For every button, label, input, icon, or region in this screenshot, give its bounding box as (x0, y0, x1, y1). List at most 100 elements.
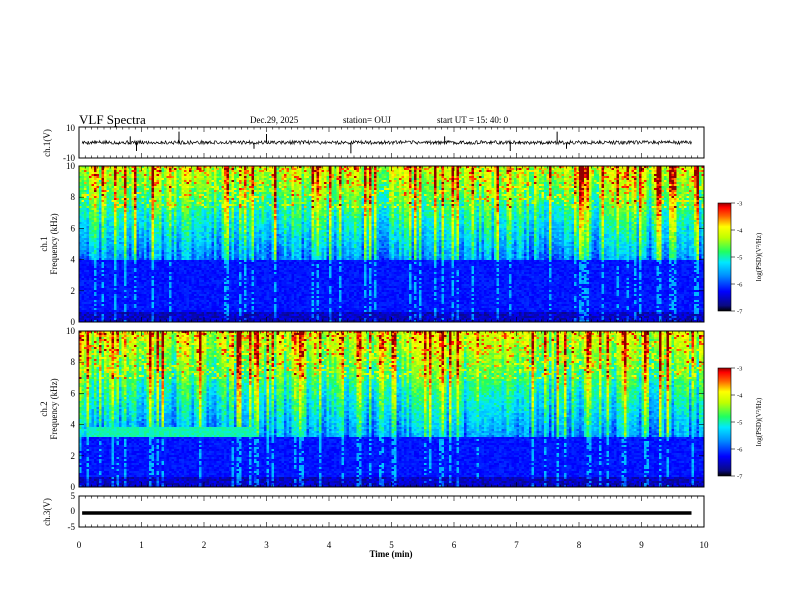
spectrogram-cell (149, 240, 152, 243)
spectrogram-cell (236, 256, 240, 259)
spectrogram-cell (159, 174, 162, 177)
spectrogram-cell (166, 226, 170, 229)
spectrogram-cell (191, 196, 195, 199)
spectrogram-cell (161, 186, 165, 189)
spectrogram-cell (144, 222, 147, 225)
spectrogram-cell (216, 282, 220, 285)
spectrogram-cell (191, 220, 195, 223)
spectrogram-cell (191, 166, 195, 169)
spectrogram-cell (114, 190, 117, 193)
spectrogram-cell (171, 236, 175, 239)
spectrogram-cell (214, 172, 217, 175)
spectrogram-cell (124, 196, 127, 199)
spectrogram-cell (196, 198, 200, 201)
spectrogram-cell (89, 236, 92, 239)
spectrogram-cell (89, 294, 92, 297)
spectrogram-cell (156, 298, 160, 301)
spectrogram-cell (91, 306, 95, 309)
spectrogram-cell (184, 202, 187, 205)
spectrogram-cell (141, 170, 145, 173)
spectrogram-cell (149, 256, 152, 259)
spectrogram-cell (144, 198, 147, 201)
spectrogram-cell (191, 262, 195, 265)
spectrogram-cell (181, 250, 185, 253)
spectrogram-cell (81, 294, 85, 297)
spectrogram-cell (181, 300, 185, 303)
spectrogram-cell (216, 174, 220, 177)
spectrogram-cell (79, 308, 82, 311)
spectrogram-cell (79, 180, 82, 183)
spectrogram-cell (169, 320, 172, 322)
spectrogram-cell (139, 310, 142, 313)
spectrogram-cell (94, 320, 97, 322)
spectrogram-cell (171, 256, 175, 259)
spectrogram-cell (191, 194, 195, 197)
spectrogram-cell (229, 222, 232, 225)
spectrogram-cell (169, 240, 172, 243)
spectrogram-cell (116, 314, 120, 317)
spectrogram-cell (139, 268, 142, 271)
ch1-waveform-line (81, 139, 692, 146)
spectrogram-cell (199, 200, 202, 203)
spectrogram-cell (214, 314, 217, 317)
spectrogram-cell (89, 224, 92, 227)
spectrogram-cell (141, 274, 145, 277)
spectrogram-cell (129, 222, 132, 225)
spectrogram-cell (86, 166, 90, 169)
spectrogram-cell (101, 280, 105, 283)
spectrogram-cell (149, 276, 152, 279)
spectrogram-cell (184, 176, 187, 179)
spectrogram-cell (234, 268, 237, 271)
spectrogram-cell (191, 176, 195, 179)
spectrogram-cell (226, 184, 230, 187)
spectrogram-cell (164, 268, 167, 271)
spectrogram-cell (174, 312, 177, 315)
spectrogram-cell (174, 298, 177, 301)
spectrogram-cell (226, 284, 230, 287)
spectrogram-cell (119, 262, 122, 265)
spectrogram-cell (199, 318, 202, 321)
spectrogram-cell (134, 170, 137, 173)
spectrogram-cell (214, 280, 217, 283)
spectrogram-cell (229, 172, 232, 175)
spectrogram-cell (96, 286, 100, 289)
spectrogram-cell (234, 174, 237, 177)
spectrogram-cell (114, 264, 117, 267)
spectrogram-cell (104, 218, 107, 221)
spectrogram-cell (134, 224, 137, 227)
spectrogram-cell (171, 280, 175, 283)
spectrogram-cell (139, 264, 142, 267)
spectrogram-cell (131, 308, 135, 311)
spectrogram-cell (134, 248, 137, 251)
spectrogram-cell (101, 246, 105, 249)
spectrogram-cell (81, 180, 85, 183)
spectrogram-cell (89, 216, 92, 219)
spectrogram-cell (181, 196, 185, 199)
spectrogram-cell (124, 210, 127, 213)
spectrogram-cell (121, 232, 125, 235)
spectrogram-cell (181, 232, 185, 235)
spectrogram-cell (121, 218, 125, 221)
spectrogram-cell (81, 214, 85, 217)
spectrogram-cell (216, 198, 220, 201)
spectrogram-cell (231, 178, 235, 181)
spectrogram-cell (209, 294, 212, 297)
spectrogram-cell (214, 194, 217, 197)
spectrogram-cell (116, 212, 120, 215)
spectrogram-cell (79, 178, 82, 181)
spectrogram-cell (144, 174, 147, 177)
spectrogram-cell (231, 246, 235, 249)
spectrogram-cell (216, 268, 220, 271)
spectrogram-cell (184, 258, 187, 261)
spectrogram-cell (86, 276, 90, 279)
spectrogram-cell (186, 176, 190, 179)
spectrogram-cell (236, 168, 240, 171)
spectrogram-cell (146, 182, 150, 185)
spectrogram-cell (86, 210, 90, 213)
spectrogram-cell (236, 198, 240, 201)
spectrogram-cell (141, 166, 145, 169)
spectrogram-cell (186, 262, 190, 265)
spectrogram-cell (129, 280, 132, 283)
spectrogram-cell (234, 170, 237, 173)
spectrogram-cell (231, 248, 235, 251)
